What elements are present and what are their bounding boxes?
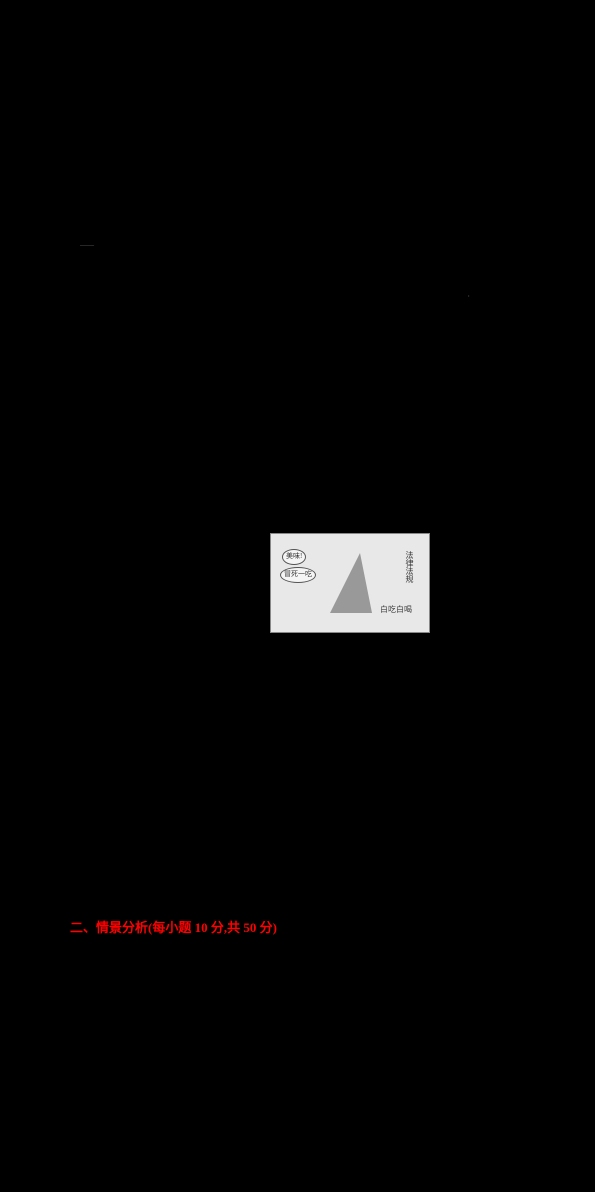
q25-item-4: ④网络具有两面性,我们应趋利避害,正确对待 <box>70 856 525 876</box>
question-23: 23. 在中国,微信已不只是一个手机应用,它已经成为承载着喜怒哀乐的生活方式,更… <box>70 296 525 495</box>
q26-stem-line: 26. 有位商人看到一个衣衫褴褛的卖铅笔的小贩,顿生怜悯之心。他不假思索地将 1… <box>70 947 525 988</box>
q23-item-4: ④我国的改革开放深入推进 <box>70 448 525 468</box>
q25-item-2: ②网络的危害是不可避免的,应尽量少接触网络 <box>70 803 525 823</box>
q25-options: A. ①② B. ②③ C. ①④ D. ③④ <box>70 883 525 903</box>
q23-stem-line: 23. 在中国,微信已不只是一个手机应用,它已经成为承载着喜怒哀乐的生活方式,更… <box>70 296 525 337</box>
q24-option-d: D. 公民要自觉遵守法律法规,做守法公民 <box>70 722 525 742</box>
cartoon-right-label: 法律法规 <box>402 551 416 583</box>
q22-stem-line: 急通知》,对做好预防中小学生沉迷网络游戏教育引导工作提出具体要求。对此认识正确 <box>70 115 525 156</box>
q25-item-1: ①正确使用网络可以增长知识,促进交流 <box>70 777 525 797</box>
cartoon-image: 美味! 冒死一吃 法律法规 白吃白喝 <box>270 533 430 633</box>
page-artifact-dot: · <box>467 290 470 304</box>
q22-option-d: D. 中小学生正处于成长的关键时期,要学会拒绝一切网络游戏 <box>70 267 525 287</box>
q22-stem-line: 的是( ) <box>70 162 525 182</box>
q24-stem: 24. 下面漫画给我们的启示是( ) <box>70 503 525 523</box>
q25-stem-line: 25. 有人说,网络一半是天使,一半是魔鬼。对此理解正确的是( ) <box>70 751 525 771</box>
q24-option-a: A. 政府要加强物价管理,加大监管和执法力度 <box>70 643 525 663</box>
q23-item-2: ②网络方便了人们的信息交流 <box>70 395 525 415</box>
q26-stem-line: 塞到卖铅笔人的手中,然后头也不回地走了。走了没几步,他忽然觉得这样做不妥,于是连 <box>70 994 525 1014</box>
q23-stem-line: 具有相当规模的产业,影响、改变着人们的生活。微信融入生活表明( ) <box>70 342 525 362</box>
cartoon-bubble-1: 美味! <box>282 549 306 565</box>
page-artifact-label: —— <box>80 240 94 252</box>
cartoon-slide-icon <box>330 553 372 613</box>
cartoon-bottom-label: 白吃白喝 <box>380 603 412 617</box>
question-26: 26. 有位商人看到一个衣衫褴褛的卖铅笔的小贩,顿生怜悯之心。他不假思索地将 1… <box>70 947 525 1146</box>
q26-stem-line: 位小有名气的文具商。 <box>70 1099 525 1119</box>
exam-page: 22. 2017 年 4 月,教育部办公厅印发《关于做好预防中小学生沉迷网络教育… <box>0 0 595 1192</box>
q24-option-b: B. 公民要依法维护自身的合法权益 <box>70 669 525 689</box>
q24-option-c: C. 只有监管才能让霸王餐者绳之以法 <box>70 696 525 716</box>
q22-stem-line: 22. 2017 年 4 月,教育部办公厅印发《关于做好预防中小学生沉迷网络教育… <box>70 68 525 109</box>
q26-stem-line: 他是一个商人而不是乞丐。此后,他以商人为榜样努力工作。几年之后,卖铅笔人成了一 <box>70 1073 525 1093</box>
q26-sub-question-1: (1) 卖铅笔人的成功说明了什么?(5 分) <box>70 1126 525 1146</box>
q26-stem-line: 忙返回来,从卖铅笔人手中取出几支铅笔,并抱歉地解释自己忘了取笔。他郑重地说:"您 <box>70 1020 525 1040</box>
q22-option-b: B. 网络让信息传递和交流变得方便迅捷 <box>70 214 525 234</box>
q23-item-3: ③微信深刻影响着人们的生活 <box>70 421 525 441</box>
question-24: 24. 下面漫画给我们的启示是( ) 美味! 冒死一吃 法律法规 白吃白喝 A.… <box>70 503 525 743</box>
q25-item-3: ③不健康的网络信息会对人造成伤害,所以网络不能碰 <box>70 830 525 850</box>
q23-item-1: ①使用网络要遵守道德和法律 <box>70 369 525 389</box>
section-2-header: 二、情景分析(每小题 10 分,共 50 分) <box>70 917 525 939</box>
q22-option-a: A. 网络促进了社会经济的发展 <box>70 188 525 208</box>
q23-options: A. ①② B. ①④ C. ②③ D. ③④ <box>70 474 525 494</box>
cartoon-bubble-2: 冒死一吃 <box>280 567 316 583</box>
question-25: 25. 有人说,网络一半是天使,一半是魔鬼。对此理解正确的是( ) ①正确使用网… <box>70 751 525 903</box>
question-22: 22. 2017 年 4 月,教育部办公厅印发《关于做好预防中小学生沉迷网络教育… <box>70 68 525 288</box>
q22-option-c: C. 中小学生沉迷网络会影响学习、生活和健康成长 <box>70 241 525 261</box>
q26-stem-line: 和我一样,都是商人。"卖铅笔人听了商人的话,感动万分,因为他没想到终于有人肯定了 <box>70 1047 525 1067</box>
